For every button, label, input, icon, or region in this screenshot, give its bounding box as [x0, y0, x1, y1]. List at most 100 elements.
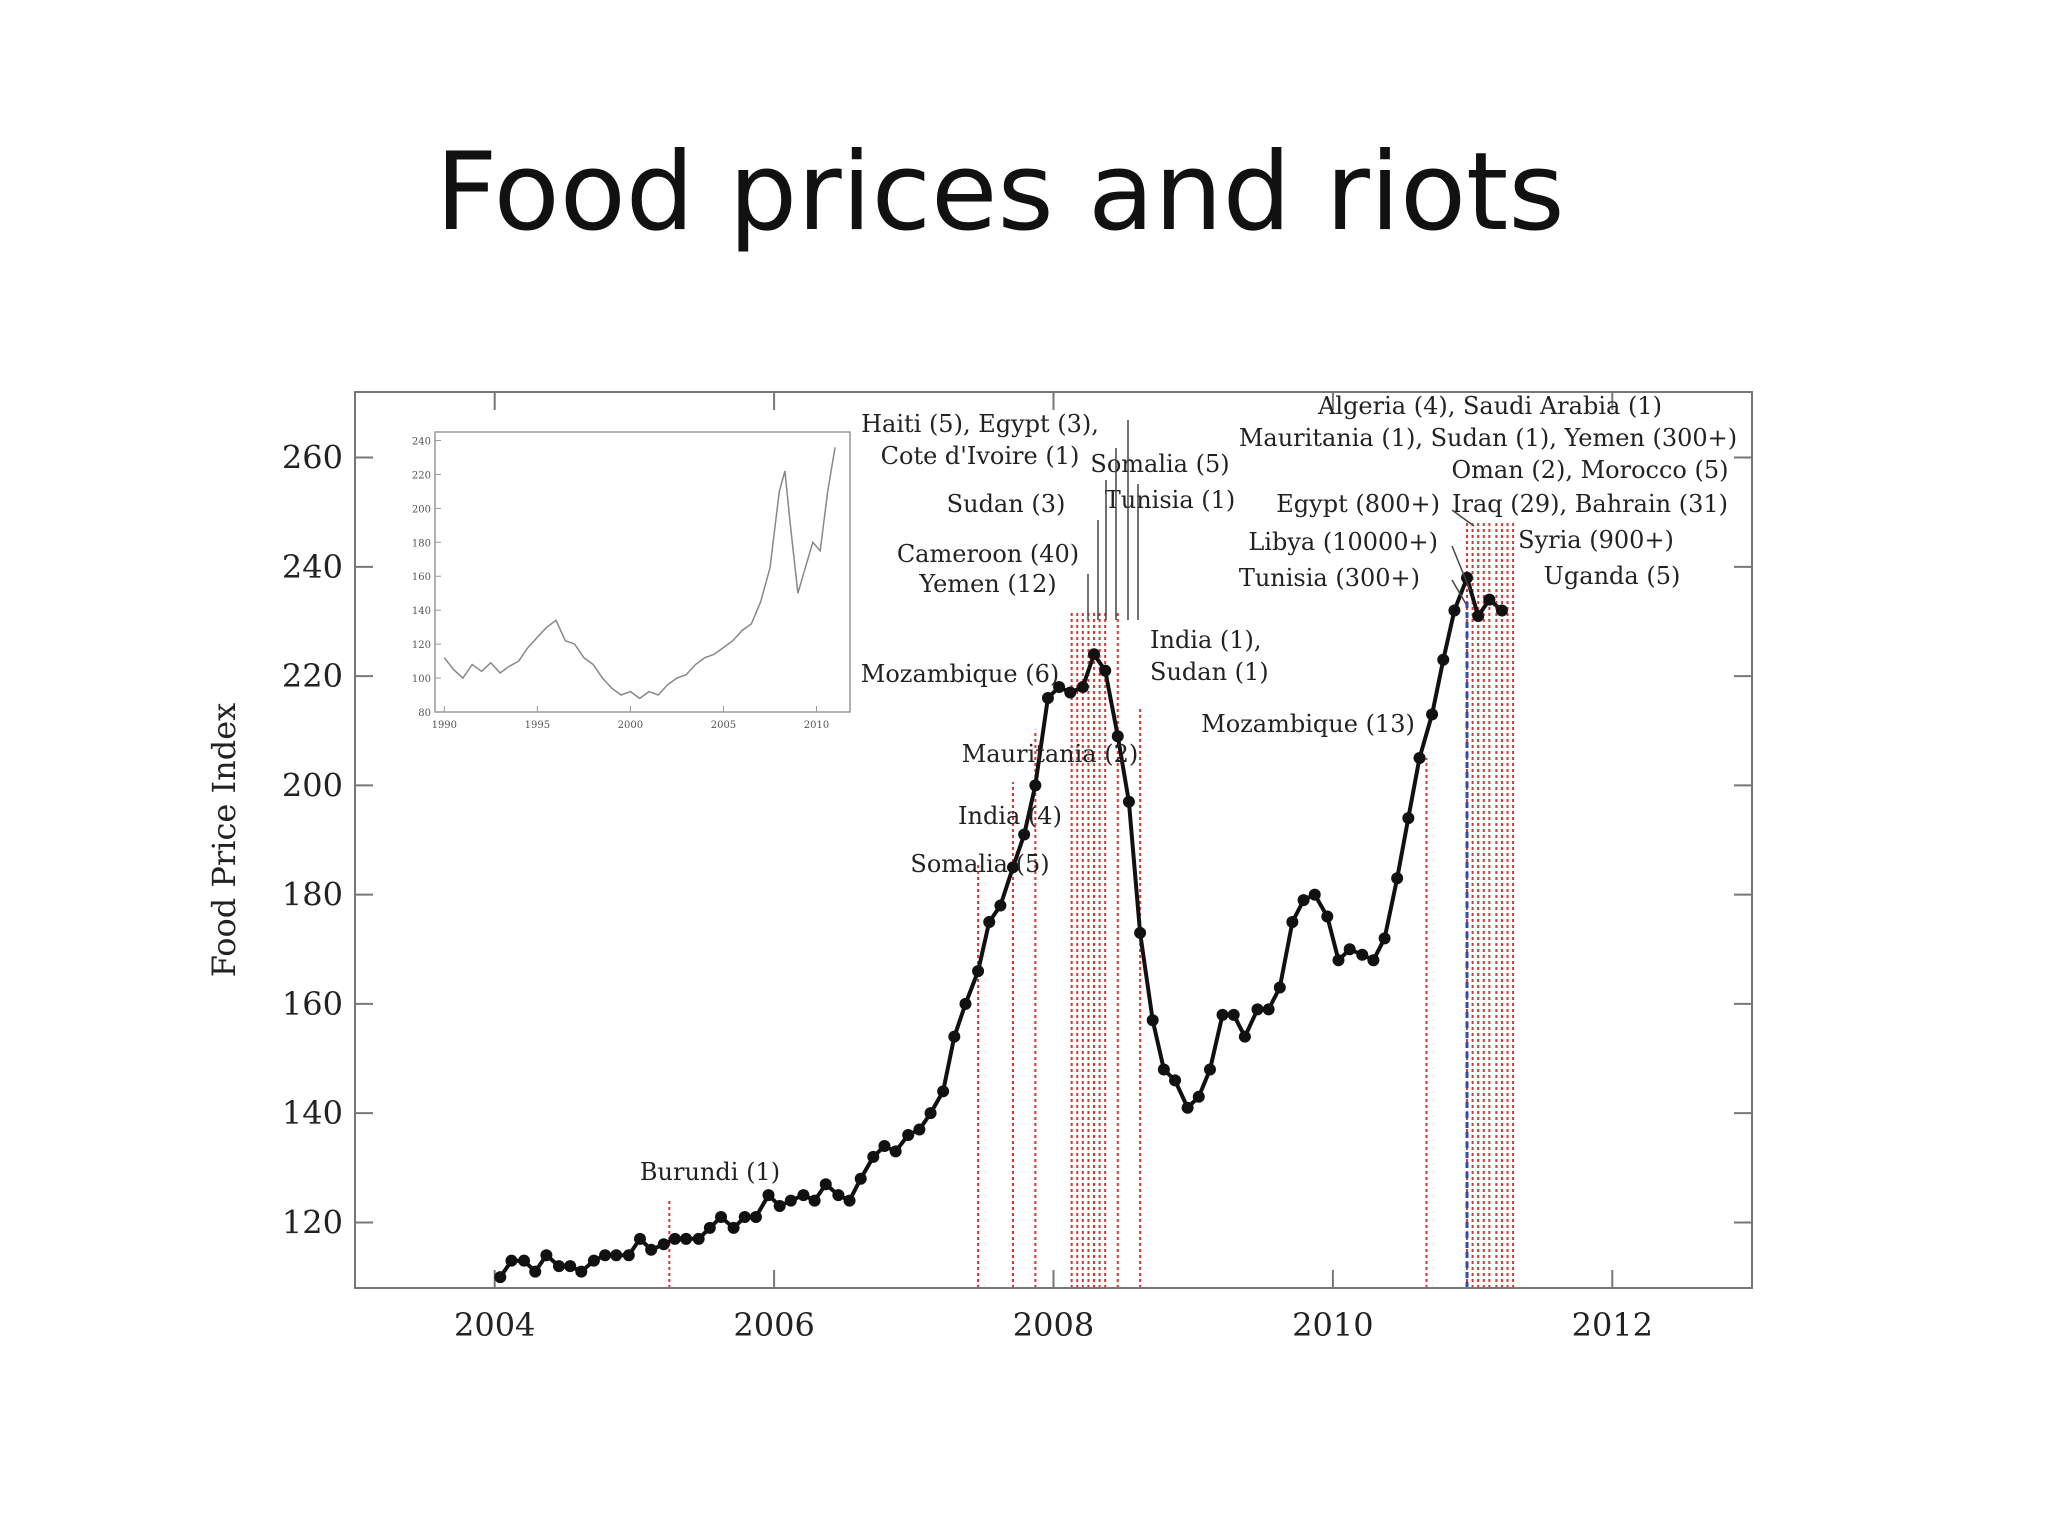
riot-annotation: Syria (900+) — [1518, 526, 1674, 554]
series-point — [1308, 888, 1321, 901]
series-point — [1495, 604, 1508, 617]
series-point — [902, 1129, 915, 1142]
axis-ticks-group: 2004 2006 2008 2010 2012 120 140 160 180 200 220 24… — [282, 392, 1752, 1344]
y-tick-label: 200 — [282, 766, 343, 804]
series-point — [1157, 1063, 1170, 1076]
riot-annotation: Libya (10000+) — [1248, 528, 1438, 556]
series-point — [1437, 653, 1450, 666]
inset-x-tick-label: 2010 — [804, 720, 829, 731]
series-point — [867, 1150, 880, 1163]
inset-y-tick-label: 80 — [418, 708, 431, 719]
series-point — [1088, 648, 1101, 661]
inset-chart: 1990 1995 2000 2005 2010 80 100 120 140 160 180 200… — [412, 431, 851, 731]
series-point — [1169, 1074, 1182, 1087]
inset-x-tick-label: 1995 — [525, 720, 550, 731]
series-point — [1122, 795, 1135, 808]
y-tick-label: 260 — [282, 439, 343, 477]
series-point — [1099, 664, 1112, 677]
series-point — [633, 1232, 646, 1245]
series-points-group — [494, 571, 1508, 1284]
series-point — [878, 1139, 891, 1152]
riot-annotation: Yemen (12) — [918, 570, 1056, 598]
riot-annotation: Oman (2), Morocco (5) — [1452, 456, 1729, 484]
series-point — [972, 965, 985, 978]
series-point — [1192, 1090, 1205, 1103]
series-point — [773, 1200, 786, 1213]
series-point — [692, 1232, 705, 1245]
series-point — [1262, 1003, 1275, 1016]
series-point — [1356, 948, 1369, 961]
series-point — [494, 1271, 507, 1284]
inset-y-tick-label: 200 — [412, 504, 431, 515]
series-point — [738, 1210, 751, 1223]
y-axis-label: Food Price Index — [205, 703, 243, 977]
series-point — [610, 1249, 623, 1262]
riot-annotation: Egypt (800+) — [1276, 490, 1440, 518]
series-point — [1006, 861, 1019, 874]
annotation-leader — [1451, 509, 1475, 527]
series-point — [540, 1249, 553, 1262]
series-point — [937, 1085, 950, 1098]
series-point — [1426, 708, 1439, 721]
series-point — [564, 1260, 577, 1273]
series-point — [832, 1189, 845, 1202]
inset-y-tick-label: 220 — [412, 470, 431, 481]
series-point — [749, 1210, 762, 1223]
riot-annotation: Iraq (29), Bahrain (31) — [1452, 490, 1728, 518]
series-point — [1227, 1008, 1240, 1021]
series-point — [797, 1189, 810, 1202]
riot-annotation: Mauritania (2) — [962, 740, 1139, 768]
inset-y-tick-label: 180 — [412, 538, 431, 549]
series-point — [1286, 915, 1299, 928]
series-point — [1367, 954, 1380, 967]
annotations-group: Burundi (1) Somalia (5) India (4) Mauritani… — [640, 392, 1737, 1186]
riot-annotation: Cote d'Ivoire (1) — [881, 442, 1080, 470]
series-point — [1018, 828, 1031, 841]
riot-annotation: Somalia (5) — [910, 850, 1049, 878]
y-tick-label: 140 — [282, 1094, 343, 1132]
series-point — [1238, 1030, 1251, 1043]
series-point — [843, 1194, 856, 1207]
series-point — [1064, 686, 1077, 699]
riot-annotation: Sudan (1) — [1150, 658, 1269, 686]
series-point — [505, 1254, 518, 1267]
riot-annotation: Somalia (5) — [1090, 450, 1229, 478]
inset-series-line — [443, 447, 836, 700]
x-tick-label: 2006 — [733, 1306, 814, 1344]
series-point — [703, 1221, 716, 1234]
y-tick-label: 220 — [282, 657, 343, 695]
series-point — [913, 1123, 926, 1136]
series-point — [1203, 1063, 1216, 1076]
series-point — [994, 899, 1007, 912]
riot-annotation: India (4) — [958, 802, 1062, 830]
series-point — [645, 1243, 658, 1256]
inset-x-tick-label: 2005 — [711, 720, 736, 731]
riot-annotation: Sudan (3) — [947, 490, 1066, 518]
series-point — [1332, 954, 1345, 967]
series-point — [1216, 1008, 1229, 1021]
riot-annotation: Uganda (5) — [1544, 562, 1681, 590]
series-point — [948, 1030, 961, 1043]
series-point — [784, 1194, 797, 1207]
series-point — [1111, 730, 1124, 743]
series-point — [552, 1260, 565, 1273]
x-tick-label: 2004 — [454, 1306, 535, 1344]
series-point — [1378, 932, 1391, 945]
inset-y-tick-label: 100 — [412, 674, 431, 685]
x-tick-label: 2012 — [1572, 1306, 1653, 1344]
inset-y-tick-label: 240 — [412, 436, 431, 447]
series-point — [1297, 894, 1310, 907]
series-point — [1343, 943, 1356, 956]
series-point — [808, 1194, 821, 1207]
inset-x-tick-label: 1990 — [432, 720, 457, 731]
y-tick-label: 160 — [282, 985, 343, 1023]
riot-annotation: Cameroon (40) — [897, 540, 1079, 568]
series-point — [587, 1254, 600, 1267]
series-point — [819, 1178, 832, 1191]
series-point — [599, 1249, 612, 1262]
series-point — [715, 1210, 728, 1223]
annotation-leader — [1451, 545, 1471, 591]
series-point — [924, 1107, 937, 1120]
riot-annotation: Haiti (5), Egypt (3), — [861, 410, 1099, 438]
riot-annotation: Algeria (4), Saudi Arabia (1) — [1317, 392, 1662, 420]
